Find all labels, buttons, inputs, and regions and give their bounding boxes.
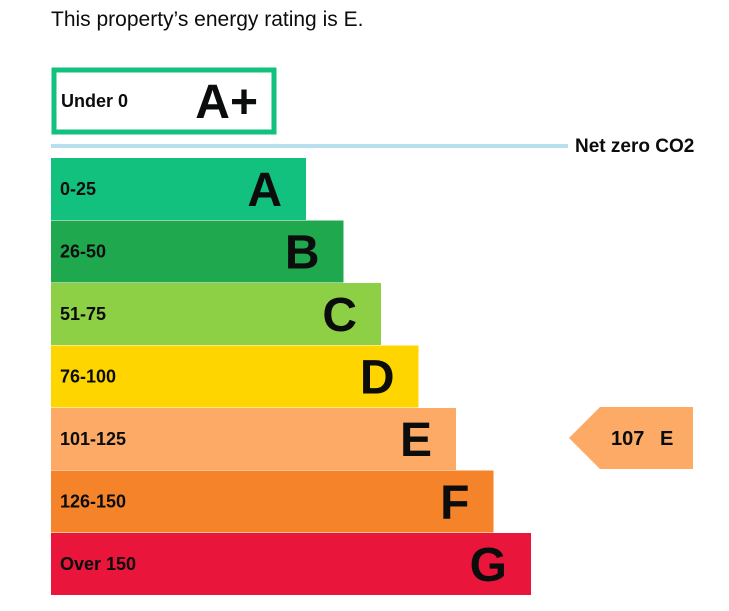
band-e-range: 101-125 — [60, 429, 126, 449]
band-b-bar — [51, 220, 344, 283]
band-a-letter: A — [247, 164, 282, 217]
band-d-range: 76-100 — [60, 367, 116, 387]
rating-bands: 0-25 A 26-50 B 51-75 C 76-100 D 101-125 E 126-150 F… — [51, 158, 531, 595]
band-a-bar — [51, 158, 306, 220]
band-f-range: 126-150 — [60, 492, 126, 512]
band-g-letter: G — [470, 539, 507, 592]
band-c-range: 51-75 — [60, 304, 106, 324]
current-rating-letter: E — [660, 428, 673, 450]
band-a-plus-box — [51, 67, 277, 135]
band-b-range: 26-50 — [60, 242, 106, 262]
band-c-letter: C — [322, 289, 357, 342]
band-e-letter: E — [400, 414, 432, 467]
band-e-bar — [51, 408, 456, 470]
band-d-letter: D — [360, 352, 395, 405]
band-a-range: 0-25 — [60, 179, 96, 199]
band-f-letter: F — [440, 477, 469, 530]
net-zero-line — [51, 144, 568, 148]
net-zero-label: Net zero CO2 — [575, 136, 694, 157]
band-f-bar — [51, 470, 494, 533]
band-a-plus-range: Under 0 — [61, 91, 128, 111]
band-g-range: Over 150 — [60, 554, 136, 574]
current-rating-arrow — [569, 407, 693, 469]
band-b-letter: B — [285, 227, 320, 280]
band-d-bar — [51, 345, 419, 408]
current-rating-score: 107 — [611, 428, 644, 450]
band-a-plus-letter: A+ — [195, 76, 258, 129]
rating-summary: This property’s energy rating is E. — [51, 8, 364, 31]
band-c-bar — [51, 283, 381, 345]
band-g-bar — [51, 533, 531, 595]
